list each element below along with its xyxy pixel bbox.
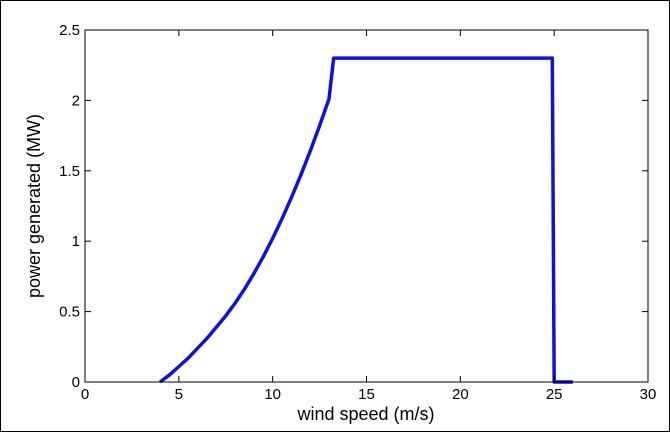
y-tick-label: 1 — [72, 233, 80, 250]
x-axis-label: wind speed (m/s) — [296, 404, 434, 424]
x-tick-label: 30 — [640, 386, 657, 403]
y-axis-label: power generated (MW) — [24, 114, 44, 298]
x-tick-label: 25 — [546, 386, 563, 403]
y-tick-label: 2.5 — [59, 22, 80, 39]
y-tick-label: 0 — [72, 374, 80, 391]
x-tick-label: 0 — [81, 386, 89, 403]
x-tick-label: 20 — [452, 386, 469, 403]
plot-area — [85, 30, 648, 382]
axes-box — [84, 29, 649, 383]
power-curve-line — [159, 56, 573, 384]
x-tick-label: 10 — [264, 386, 281, 403]
y-tick-label: 0.5 — [59, 304, 80, 321]
y-tick-label: 2 — [72, 92, 80, 109]
x-tick-label: 5 — [175, 386, 183, 403]
y-tick-label: 1.5 — [59, 163, 80, 180]
x-tick-label: 15 — [358, 386, 375, 403]
series-layer — [159, 56, 573, 384]
